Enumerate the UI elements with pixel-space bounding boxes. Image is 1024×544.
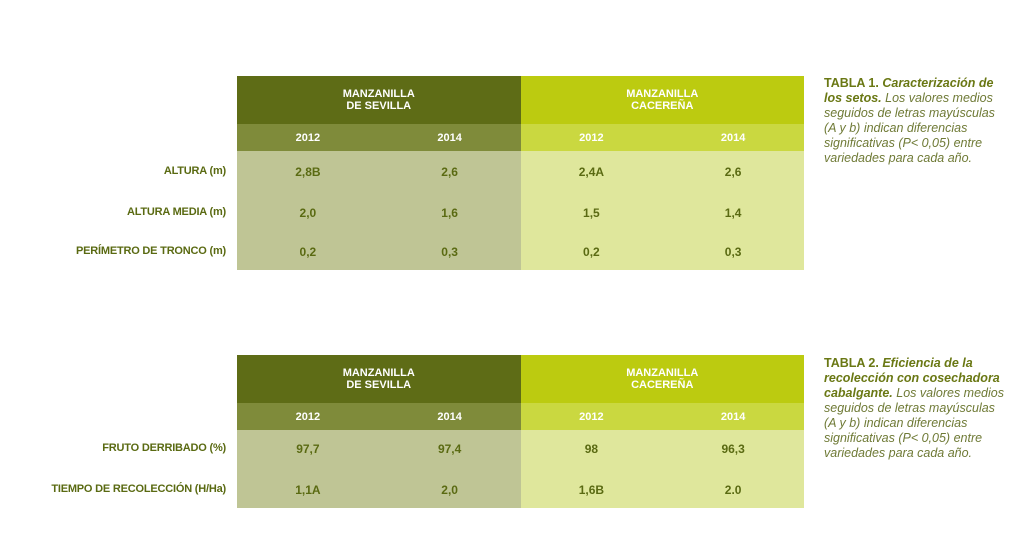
year-cell: 2012 bbox=[237, 403, 379, 430]
table-cell: 1,4 bbox=[724, 206, 742, 220]
table-cell: 96,3 bbox=[721, 442, 745, 456]
year-row: 2012 2014 2012 2014 bbox=[237, 403, 804, 430]
row-label: TIEMPO DE RECOLECCIÓN (H/Ha) bbox=[51, 483, 226, 495]
table-body: 2,8B 2,6 2,4A 2,6 2,0 1,6 1,5 1,4 0,2 0,… bbox=[237, 151, 804, 270]
table-cell: 98 bbox=[584, 442, 599, 456]
header-manzanilla-sevilla: MANZANILLA DE SEVILLA bbox=[237, 76, 521, 124]
table-grid: MANZANILLA DE SEVILLA MANZANILLA CACEREÑ… bbox=[237, 355, 804, 508]
year-cell: 2014 bbox=[662, 124, 804, 151]
table-cell: 0,2 bbox=[583, 245, 600, 259]
header-manzanilla-cacerena: MANZANILLA CACEREÑA bbox=[520, 355, 804, 403]
year-cell: 2014 bbox=[378, 403, 521, 430]
sevilla-column-bg bbox=[237, 151, 521, 270]
row-label: ALTURA (m) bbox=[163, 165, 226, 177]
row-label: FRUTO DERRIBADO (%) bbox=[102, 442, 226, 454]
table-cell: 1,6B bbox=[578, 483, 605, 497]
caption-text: Los valores medios seguidos de letras ma… bbox=[824, 386, 1004, 460]
year-cell: 2014 bbox=[662, 403, 804, 430]
table-cell: 0,3 bbox=[441, 245, 458, 259]
table-cell: 2,6 bbox=[441, 165, 458, 179]
table-cell: 2,6 bbox=[724, 165, 742, 179]
cacerena-column-bg bbox=[520, 430, 804, 508]
year-row: 2012 2014 2012 2014 bbox=[237, 124, 804, 151]
sevilla-column-bg bbox=[237, 430, 521, 508]
caption-text: Los valores medios seguidos de letras ma… bbox=[824, 91, 995, 165]
table-cell: 97,7 bbox=[296, 442, 320, 456]
table-cell: 2,4A bbox=[578, 165, 605, 179]
header-manzanilla-cacerena: MANZANILLA CACEREÑA bbox=[520, 76, 804, 124]
table-cell: 1,5 bbox=[583, 206, 600, 220]
table-cell: 2.0 bbox=[724, 483, 742, 497]
caption-title: TABLA 2. Eficiencia de la recolección co… bbox=[824, 356, 1000, 400]
year-cell: 2012 bbox=[237, 124, 379, 151]
table-cell: 2,8B bbox=[295, 165, 321, 179]
table-cell: 97,4 bbox=[437, 442, 462, 456]
table-cell: 1,1A bbox=[295, 483, 321, 497]
cacerena-column-bg bbox=[520, 151, 804, 270]
year-cell: 2014 bbox=[378, 124, 521, 151]
table-cell: 0,2 bbox=[299, 245, 317, 259]
table-caption: TABLA 1. Caracterización de los setos. L… bbox=[824, 76, 1004, 166]
header-manzanilla-sevilla: MANZANILLA DE SEVILLA bbox=[237, 355, 521, 403]
table-cell: 2,0 bbox=[441, 483, 458, 497]
table-body: 97,7 97,4 98 96,3 1,1A 2,0 1,6B 2.0 bbox=[237, 430, 804, 508]
table-grid: MANZANILLA DE SEVILLA MANZANILLA CACEREÑ… bbox=[237, 76, 804, 270]
row-label: ALTURA MEDIA (m) bbox=[126, 206, 226, 218]
table-cell: 2,0 bbox=[299, 206, 317, 220]
year-cell: 2012 bbox=[520, 124, 663, 151]
table-caption: TABLA 2. Eficiencia de la recolección co… bbox=[824, 356, 1004, 461]
year-cell: 2012 bbox=[520, 403, 663, 430]
caption-title: TABLA 1. Caracterización de los setos. bbox=[824, 76, 994, 105]
row-label: PERÍMETRO DE TRONCO (m) bbox=[75, 245, 226, 257]
table-cell: 1,6 bbox=[441, 206, 458, 220]
table-cell: 0,3 bbox=[724, 245, 742, 259]
